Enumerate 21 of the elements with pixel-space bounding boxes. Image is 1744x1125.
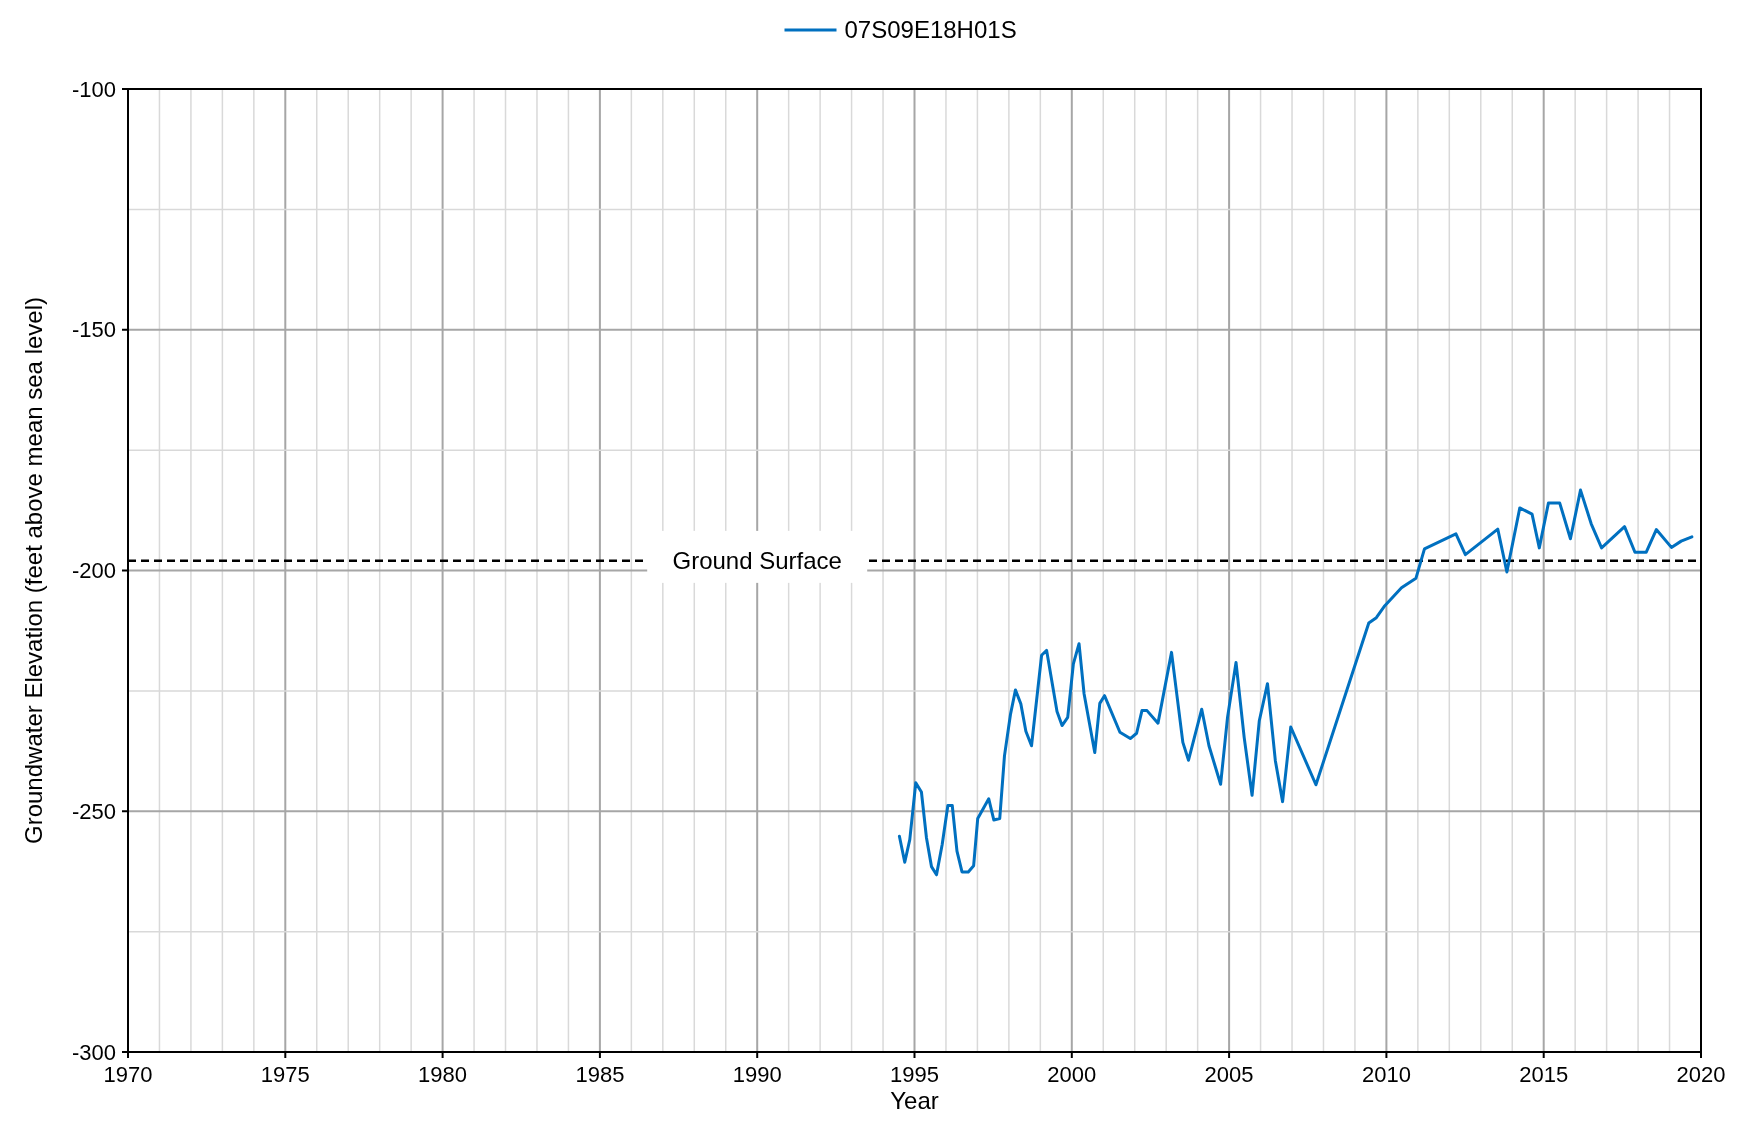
y-tick-label: -300: [71, 1039, 116, 1065]
x-tick-label: 2005: [1204, 1062, 1254, 1087]
x-tick-label: 2000: [1047, 1062, 1097, 1087]
y-axis-title: Groundwater Elevation (feet above mean sea level): [20, 297, 47, 844]
line-series: [897, 488, 1694, 877]
x-tick-label: 1995: [890, 1062, 939, 1087]
y-tick-label: -250: [71, 798, 116, 824]
x-tick-label: 1990: [732, 1062, 782, 1087]
x-tick-label: 2020: [1676, 1062, 1726, 1087]
ref-line-label: Ground Surface: [672, 547, 842, 575]
x-tick-label: 1975: [260, 1062, 310, 1087]
x-axis-title: Year: [890, 1087, 939, 1114]
x-tick-label: 1980: [418, 1062, 468, 1087]
y-tick-label: -150: [71, 317, 116, 343]
y-tick-label: -200: [71, 558, 116, 584]
x-tick-label: 2010: [1361, 1062, 1411, 1087]
legend-label: 07S09E18H01S: [844, 16, 1017, 44]
x-tick-label: 2015: [1519, 1062, 1569, 1087]
x-tick-label: 1970: [103, 1062, 153, 1087]
x-tick-label: 1985: [575, 1062, 625, 1087]
y-tick-label: -100: [71, 76, 116, 102]
